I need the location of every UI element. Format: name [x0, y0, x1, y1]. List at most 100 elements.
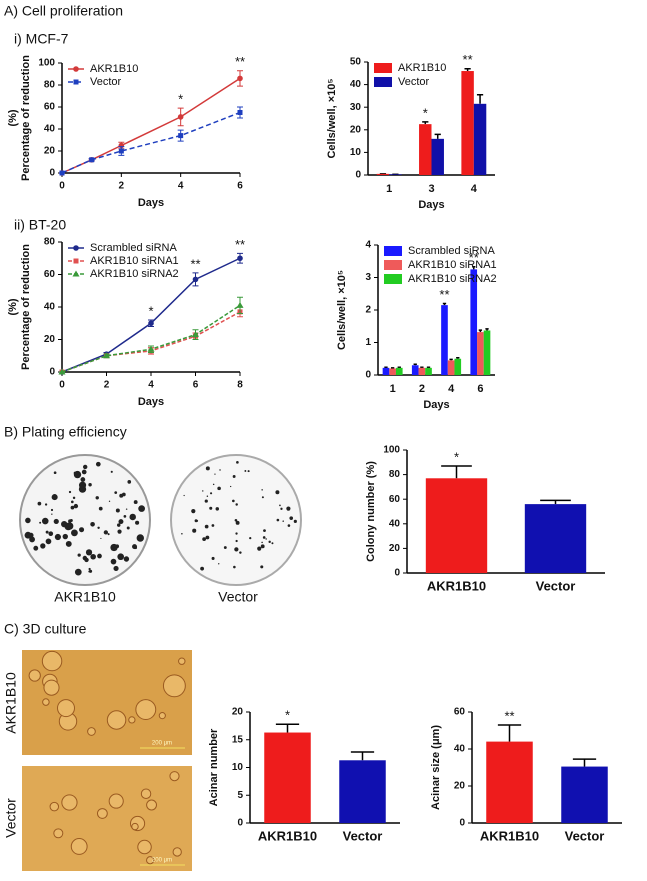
y-axis-label: (%) [7, 298, 19, 315]
colony [48, 531, 54, 536]
x-tick-label: 1 [386, 183, 392, 195]
marker [89, 157, 95, 163]
marker [72, 270, 80, 277]
marker [73, 258, 79, 264]
marker [237, 255, 243, 262]
colony [234, 518, 238, 522]
legend-label: AKR1B10 siRNA2 [90, 268, 179, 280]
y-tick-label: 20 [44, 146, 56, 157]
acinus [96, 808, 108, 819]
error-bar [572, 758, 597, 767]
colony [72, 496, 76, 500]
y-tick-label: 4 [365, 240, 371, 251]
annotation: ** [469, 250, 479, 265]
colony [117, 553, 125, 561]
y-tick-label: 40 [350, 79, 362, 90]
colony [107, 533, 110, 536]
y-tick-label: 20 [44, 334, 56, 345]
scale-label: 200 μm [152, 741, 172, 747]
colony [126, 526, 130, 530]
y-tick-label: 30 [350, 102, 362, 113]
legend-label: AKR1B10 [398, 62, 446, 74]
colony [88, 567, 91, 571]
x-tick-label: 0 [59, 181, 65, 192]
colony [282, 520, 284, 522]
x-tick-label: 4 [178, 181, 184, 192]
bar [561, 766, 608, 823]
colony [287, 524, 291, 527]
colony [88, 483, 92, 487]
y-tick-label: 20 [454, 781, 466, 792]
bar [264, 732, 311, 823]
acinus [108, 793, 124, 809]
colony [24, 531, 32, 539]
colony [71, 529, 78, 537]
x-tick-label: 4 [471, 183, 478, 195]
error-bar [441, 465, 472, 479]
colony [79, 527, 81, 530]
marker [148, 320, 154, 327]
scale-label: 200 μm [152, 858, 172, 864]
bar [382, 367, 390, 375]
acinus [162, 674, 186, 698]
error-bar [434, 133, 441, 139]
colony [247, 470, 250, 473]
colony [271, 542, 274, 545]
colony [90, 521, 95, 527]
y-tick-label: 0 [49, 367, 55, 378]
colony [260, 565, 264, 569]
marker [237, 110, 243, 115]
annotation: * [454, 449, 459, 464]
x-axis-label: Days [418, 199, 444, 211]
y-tick-label: 60 [389, 494, 401, 505]
error-bar [485, 328, 489, 331]
colony [276, 518, 280, 522]
image-label: Vector [3, 798, 19, 838]
annotation: ** [439, 287, 449, 302]
colony [61, 520, 68, 528]
annotation: * [178, 92, 183, 107]
y-axis-label: (%) [7, 109, 19, 126]
acinus [41, 650, 63, 672]
x-tick-label: AKR1B10 [258, 828, 317, 843]
error-bar [456, 357, 460, 359]
colony [206, 495, 209, 498]
bar [461, 71, 474, 175]
acinus [43, 679, 60, 696]
colony [68, 519, 72, 523]
colony [90, 556, 92, 558]
colony [41, 517, 49, 525]
acinus [135, 699, 157, 720]
colony [45, 538, 52, 545]
colony [211, 556, 215, 560]
colony [230, 485, 232, 488]
y-tick-label: 20 [389, 543, 401, 554]
y-tick-label: 80 [389, 469, 401, 480]
bar [431, 138, 444, 175]
colony [90, 553, 96, 560]
colony [81, 469, 87, 475]
error-bar [449, 358, 453, 361]
colony [25, 517, 31, 524]
y-axis-label: Acinar size (μm) [430, 725, 442, 810]
colony [217, 486, 221, 491]
colony [108, 500, 111, 502]
colony [275, 490, 280, 495]
x-tick-label: 2 [419, 383, 425, 395]
annotation: * [285, 708, 290, 723]
x-tick-label: Vector [565, 828, 605, 843]
legend-label: AKR1B10 siRNA2 [408, 273, 497, 285]
legend-swatch [374, 77, 392, 87]
colony [80, 477, 86, 482]
marker [118, 148, 124, 154]
y-tick-label: 40 [44, 124, 56, 135]
colony [181, 532, 183, 535]
bar [470, 269, 478, 375]
colony [265, 538, 267, 540]
y-tick-label: 0 [237, 818, 243, 829]
colony [286, 506, 291, 511]
x-tick-label: 2 [104, 380, 110, 391]
x-tick-label: 8 [237, 380, 243, 391]
colony [73, 470, 82, 479]
marker [73, 79, 79, 85]
